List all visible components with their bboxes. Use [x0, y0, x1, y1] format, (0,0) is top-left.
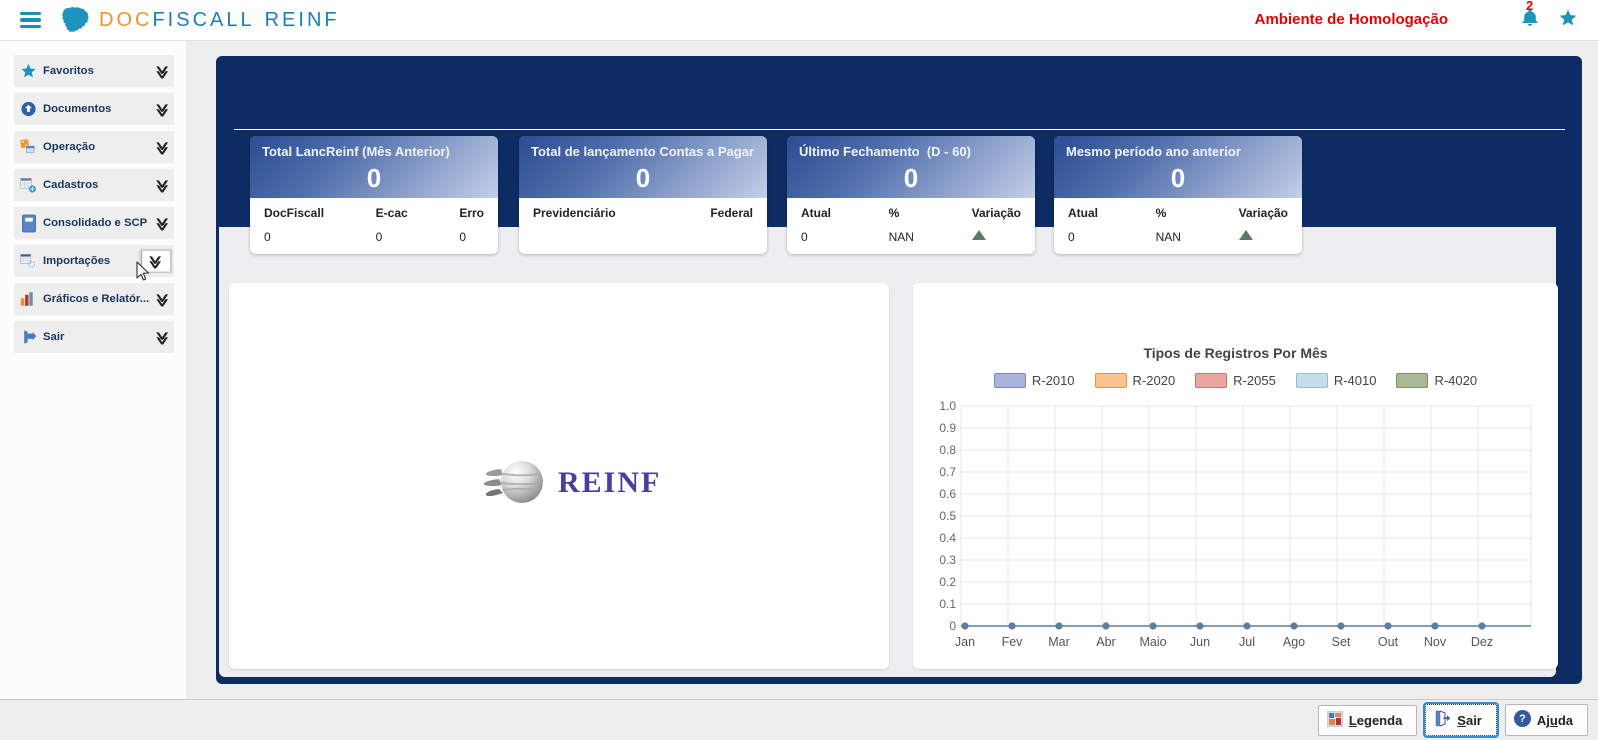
svg-text:0.3: 0.3 [939, 553, 956, 567]
svg-text:0.6: 0.6 [939, 487, 956, 501]
svg-text:Set: Set [1331, 635, 1350, 649]
svg-text:Ago: Ago [1282, 635, 1304, 649]
svg-text:?: ? [1519, 713, 1526, 725]
svg-text:Abr: Abr [1096, 635, 1115, 649]
svg-text:0.1: 0.1 [939, 597, 956, 611]
svg-text:0.9: 0.9 [939, 421, 956, 435]
svg-text:0: 0 [949, 619, 956, 633]
svg-text:0.2: 0.2 [939, 575, 956, 589]
svg-text:Fev: Fev [1001, 635, 1023, 649]
svg-text:0.7: 0.7 [939, 465, 956, 479]
svg-text:1.0: 1.0 [939, 399, 956, 413]
svg-text:0.5: 0.5 [939, 509, 956, 523]
svg-text:Dez: Dez [1470, 635, 1492, 649]
svg-text:Jan: Jan [954, 635, 974, 649]
svg-text:0.8: 0.8 [939, 443, 956, 457]
svg-text:Mar: Mar [1048, 635, 1070, 649]
svg-text:0.4: 0.4 [939, 531, 956, 545]
svg-text:Maio: Maio [1139, 635, 1166, 649]
svg-text:Nov: Nov [1423, 635, 1446, 649]
svg-text:Jul: Jul [1239, 635, 1255, 649]
svg-text:Out: Out [1377, 635, 1398, 649]
svg-text:Jun: Jun [1189, 635, 1209, 649]
